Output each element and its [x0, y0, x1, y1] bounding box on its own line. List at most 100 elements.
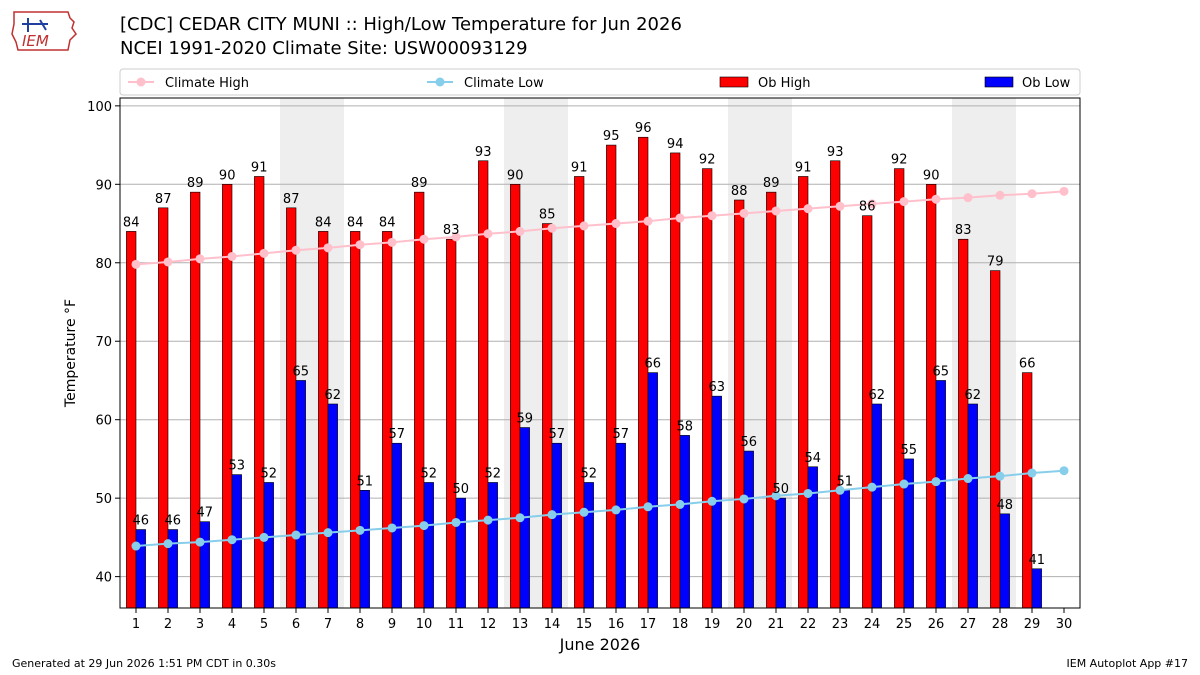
climate-low-point — [835, 485, 845, 495]
ob-high-bar — [830, 160, 841, 609]
ob-low-label: 62 — [965, 388, 982, 403]
x-tick-label: 6 — [292, 617, 300, 632]
ob-high-label: 89 — [411, 176, 428, 191]
ob-low-label: 58 — [677, 419, 694, 434]
x-tick-label: 1 — [132, 617, 140, 632]
ob-high-label: 79 — [987, 255, 1004, 270]
climate-high-point — [963, 193, 973, 203]
ob-high-bar — [222, 184, 233, 609]
ob-low-bar — [743, 450, 754, 609]
x-tick-label: 14 — [544, 617, 561, 632]
climate-high-point — [419, 234, 429, 244]
ob-low-label: 50 — [453, 482, 470, 497]
x-tick-label: 5 — [260, 617, 268, 632]
climate-high-point — [867, 199, 877, 209]
ob-high-bar — [734, 199, 745, 609]
iem-logo: IEM — [11, 11, 77, 51]
climate-low-point — [931, 477, 941, 487]
climate-high-point — [995, 190, 1005, 200]
climate-high-point — [515, 226, 525, 236]
climate-low-point — [515, 513, 525, 523]
climate-low-point — [611, 505, 621, 515]
ob-high-label: 90 — [507, 168, 524, 183]
ob-high-label: 87 — [283, 192, 300, 207]
ob-low-label: 48 — [997, 498, 1014, 513]
ob-low-label: 52 — [261, 466, 278, 481]
ob-high-label: 91 — [795, 160, 812, 175]
ob-high-label: 84 — [347, 215, 364, 230]
x-tick-label: 30 — [1056, 617, 1073, 632]
y-tick-label: 50 — [95, 492, 112, 507]
ob-high-label: 93 — [827, 145, 844, 160]
climate-low-point — [579, 507, 589, 517]
ob-high-bar — [990, 270, 1001, 609]
ob-low-bar — [487, 482, 498, 609]
climate-lines — [131, 186, 1069, 551]
ob-high-label: 83 — [955, 223, 972, 238]
y-tick-label: 40 — [95, 571, 112, 586]
ob-high-bar — [414, 191, 425, 609]
ob-low-label: 62 — [325, 388, 342, 403]
ob-low-label: 46 — [133, 514, 150, 529]
x-tick-label: 22 — [800, 617, 817, 632]
ob-high-bar — [286, 207, 297, 609]
gridlines — [120, 105, 1080, 578]
climate-low-point — [995, 471, 1005, 481]
x-tick-label: 9 — [388, 617, 396, 632]
ob-high-bar — [318, 231, 329, 609]
x-tick-label: 18 — [672, 617, 689, 632]
climate-low-point — [419, 521, 429, 531]
y-tick-label: 70 — [95, 335, 112, 350]
legend-swatch-bar — [719, 76, 749, 88]
climate-low-line — [135, 469, 1065, 548]
ob-low-bar — [775, 497, 786, 609]
climate-high-point — [291, 245, 301, 255]
legend-label: Climate Low — [464, 76, 544, 91]
y-tick-label: 100 — [87, 100, 112, 115]
ob-low-label: 65 — [933, 364, 950, 379]
ob-high-bar — [382, 231, 393, 609]
climate-low-point — [739, 494, 749, 504]
climate-low-point — [643, 502, 653, 512]
ob-high-label: 85 — [539, 208, 556, 223]
ob-high-bar — [894, 168, 905, 609]
climate-low-point — [227, 535, 237, 545]
ob-high-bar — [926, 184, 937, 609]
ob-high-bar — [606, 144, 617, 609]
ob-high-label: 92 — [699, 153, 716, 168]
ob-high-label: 84 — [315, 215, 332, 230]
ob-low-label: 57 — [389, 427, 406, 442]
ob-low-bar — [423, 482, 434, 609]
x-tick-label: 20 — [736, 617, 753, 632]
x-tick-label: 24 — [864, 617, 881, 632]
ob-low-bar — [263, 482, 274, 609]
x-tick-label: 17 — [640, 617, 657, 632]
climate-high-point — [675, 213, 685, 223]
climate-high-point — [643, 216, 653, 226]
footer-generated: Generated at 29 Jun 2026 1:51 PM CDT in … — [12, 657, 277, 670]
x-tick-label: 3 — [196, 617, 204, 632]
ob-high-label: 93 — [475, 145, 492, 160]
ob-low-label: 59 — [517, 412, 534, 427]
ob-low-bar — [679, 435, 690, 609]
ob-low-bar — [999, 513, 1010, 609]
x-tick-label: 13 — [512, 617, 529, 632]
climate-low-point — [1059, 466, 1069, 476]
climate-low-point — [867, 482, 877, 492]
climate-low-point — [771, 491, 781, 501]
ob-high-bar — [638, 136, 649, 609]
ob-low-bar — [583, 482, 594, 609]
climate-high-point — [323, 243, 333, 253]
plot-frame — [119, 97, 1081, 609]
bars — [126, 136, 1042, 609]
ob-low-label: 55 — [901, 443, 918, 458]
ob-low-bar — [647, 372, 658, 609]
legend: Climate High Climate Low Ob High Ob Low — [119, 68, 1081, 96]
ob-high-label: 92 — [891, 153, 908, 168]
climate-low-point — [675, 499, 685, 509]
x-tick-label: 8 — [356, 617, 364, 632]
footer-app: IEM Autoplot App #17 — [1066, 657, 1189, 670]
climate-high-point — [803, 204, 813, 214]
ob-low-label: 50 — [773, 482, 790, 497]
x-tick-label: 27 — [960, 617, 977, 632]
